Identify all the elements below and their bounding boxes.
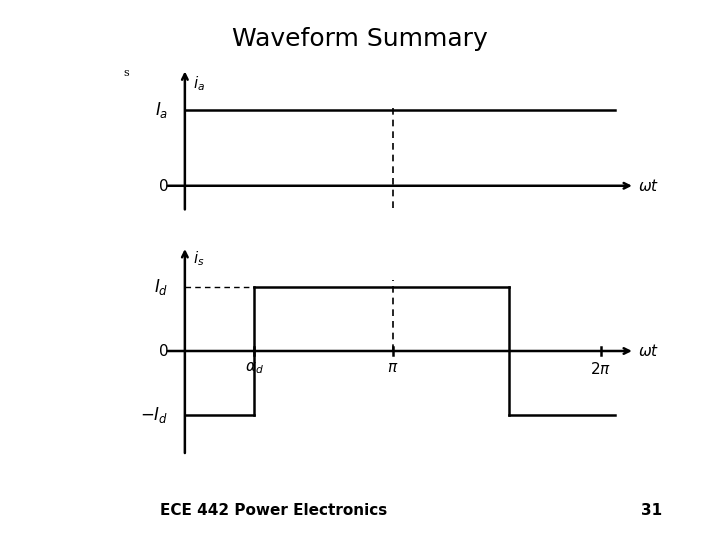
Text: $i_a$: $i_a$ [193,74,205,92]
Text: ECE 442 Power Electronics: ECE 442 Power Electronics [160,503,387,518]
Text: $I_d$: $I_d$ [154,278,168,298]
Text: $\omega t$: $\omega t$ [638,343,660,359]
Text: s: s [123,68,129,78]
Text: $\omega t$: $\omega t$ [638,178,660,194]
Text: $\alpha_d$: $\alpha_d$ [245,361,264,376]
Text: $I_a$: $I_a$ [155,100,168,120]
Text: $-I_d$: $-I_d$ [140,404,168,424]
Text: $2\pi$: $2\pi$ [590,361,611,376]
Text: 31: 31 [642,503,662,518]
Text: $0$: $0$ [158,343,168,359]
Text: Waveform Summary: Waveform Summary [232,27,488,51]
Text: $i_s$: $i_s$ [193,249,204,268]
Text: $0$: $0$ [158,178,168,194]
Text: $\pi$: $\pi$ [387,361,398,375]
